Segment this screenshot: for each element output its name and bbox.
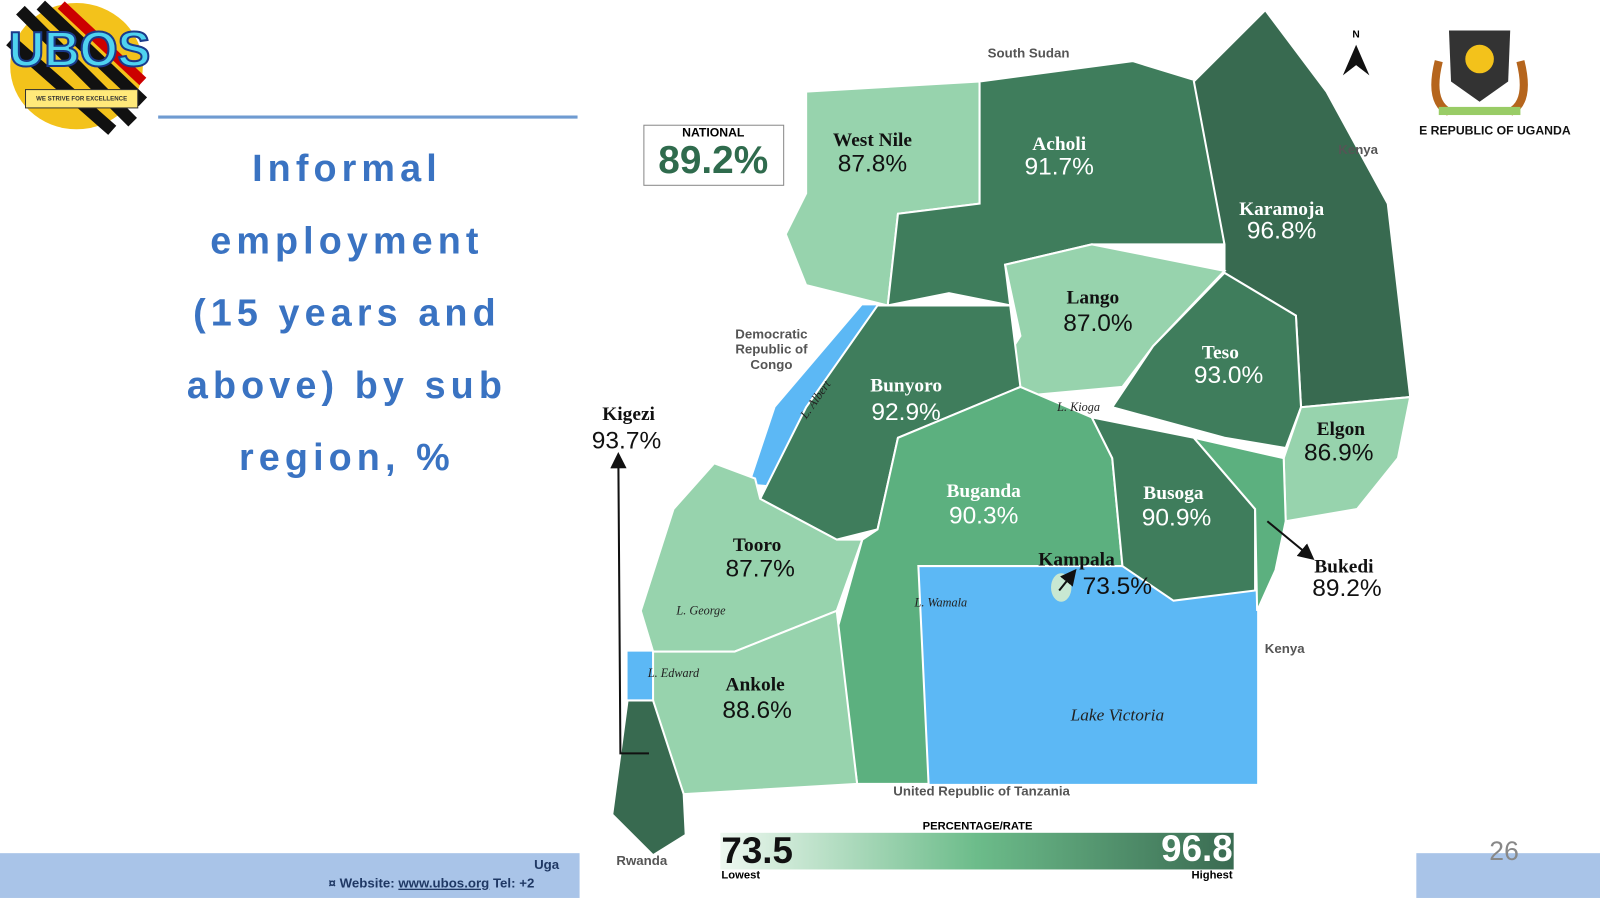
region-value: 93.0% <box>1194 362 1263 389</box>
region-value: 93.7% <box>592 427 661 454</box>
region-name: Karamoja <box>1239 199 1324 220</box>
water-label: L. Edward <box>647 666 700 680</box>
coat-of-arms-caption: E REPUBLIC OF UGANDA <box>1419 124 1571 138</box>
region-name: Bunyoro <box>870 375 942 396</box>
legend-title: PERCENTAGE/RATE <box>923 821 1033 833</box>
region-value: 90.3% <box>949 503 1018 530</box>
title-line: Informal <box>252 147 442 189</box>
legend-high: 96.8 <box>1161 828 1232 869</box>
national-value: 89.2% <box>658 139 768 182</box>
place-label: Republic of <box>735 342 808 357</box>
region-value: 87.8% <box>838 150 907 177</box>
region-value: 88.6% <box>722 697 791 724</box>
region-name: Kigezi <box>602 404 655 425</box>
region-value: 86.9% <box>1304 440 1373 467</box>
water-label: L. Kioga <box>1056 400 1100 414</box>
place-label: Congo <box>750 357 792 372</box>
region-name: Busoga <box>1143 483 1204 504</box>
region-name: West Nile <box>833 130 913 151</box>
region-name: Kampala <box>1038 549 1115 570</box>
region-value: 96.8% <box>1247 218 1316 245</box>
title-line: above) by sub <box>187 364 507 406</box>
coat-of-arms: E REPUBLIC OF UGANDA <box>1419 30 1571 138</box>
north-label: N <box>1352 29 1359 40</box>
region-value: 90.9% <box>1142 505 1211 532</box>
place-label: South Sudan <box>988 45 1070 60</box>
region-value: 92.9% <box>871 399 940 426</box>
region-name: Tooro <box>733 535 781 556</box>
region <box>835 385 1124 785</box>
region <box>1191 436 1287 612</box>
footer-text: Tel: +2 <box>489 875 534 890</box>
water-label: Lake Victoria <box>1070 706 1165 725</box>
footer-text: ¤ Website: <box>329 875 399 890</box>
legend-gradient <box>720 832 1234 870</box>
legend-low-label: Lowest <box>721 870 760 882</box>
region <box>886 60 1226 307</box>
title-line: (15 years and <box>193 292 501 334</box>
region-value: 91.7% <box>1024 153 1093 180</box>
title: Informal employment (15 years and above)… <box>187 147 507 478</box>
arrow <box>610 452 649 755</box>
footer-bar <box>0 853 580 898</box>
footer-link[interactable]: www.ubos.org <box>397 875 489 890</box>
region-name: Lango <box>1066 288 1119 309</box>
region-name: Ankole <box>725 675 785 696</box>
title-line: region, % <box>239 436 455 478</box>
region-name: Bukedi <box>1314 557 1374 578</box>
region-value: 73.5% <box>1083 573 1152 600</box>
water-label: L. George <box>675 604 726 618</box>
legend-low: 73.5 <box>721 830 792 871</box>
footer-text: Uga <box>534 857 560 872</box>
region-name: Elgon <box>1317 419 1366 440</box>
place-label: Democratic <box>735 326 807 341</box>
page-number: 26 <box>1489 836 1519 866</box>
national-box <box>643 124 785 186</box>
place-label: United Republic of Tanzania <box>893 784 1070 799</box>
region-value: 87.0% <box>1063 310 1132 337</box>
water-label: L. Wamala <box>914 596 968 610</box>
place-label: Kenya <box>1265 641 1305 656</box>
place-label: Kenya <box>1338 142 1378 157</box>
legend-high-label: Highest <box>1192 870 1233 882</box>
place-label: Rwanda <box>616 853 667 868</box>
region-name: Acholi <box>1032 134 1086 155</box>
region-name: Buganda <box>946 481 1021 502</box>
logo: UBOS WE STRIVE FOR EXCELLENCE <box>6 0 151 135</box>
north-arrow <box>1342 44 1370 76</box>
arrow <box>1058 568 1077 592</box>
arrow <box>1266 520 1315 561</box>
map: West Nile 87.8% Acholi 91.7% Karamoja 96… <box>592 8 1412 882</box>
region <box>1110 271 1303 450</box>
logo-text: UBOS <box>9 23 150 77</box>
logo-motto: WE STRIVE FOR EXCELLENCE <box>36 95 127 102</box>
footer-bar <box>1416 853 1600 898</box>
footer-contact: ¤ Website: www.ubos.org Tel: +2 <box>329 875 535 890</box>
region-value: 87.7% <box>725 556 794 583</box>
region-value: 89.2% <box>1312 575 1381 602</box>
region-name: Teso <box>1202 343 1239 364</box>
national-label: NATIONAL <box>682 126 745 140</box>
title-line: employment <box>210 219 483 261</box>
region <box>611 699 687 857</box>
lake-victoria <box>918 565 1258 784</box>
